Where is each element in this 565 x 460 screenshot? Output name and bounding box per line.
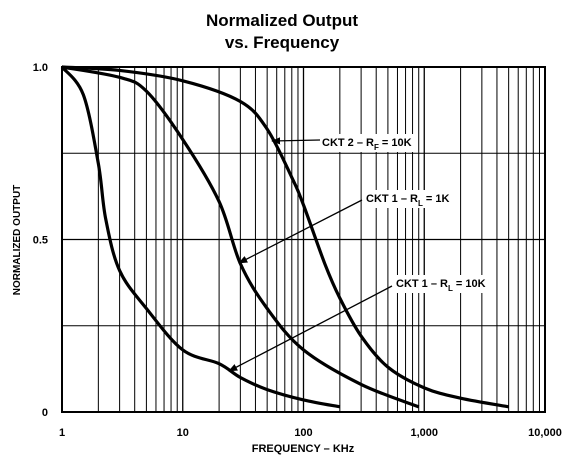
annotation-text: = 10K	[453, 278, 486, 290]
line	[60, 65, 341, 409]
line	[61, 65, 420, 409]
annotation: CKT 1 – RL = 1K	[366, 193, 450, 208]
x-tick-label: 10,000	[528, 427, 562, 439]
y-tick-label: 1.0	[33, 62, 48, 74]
y-tick-label: 0.5	[33, 235, 48, 247]
annotation-subscript: F	[374, 143, 379, 152]
annotation-bg	[394, 275, 488, 293]
y-axis-label: NORMALIZED OUTPUT	[12, 185, 23, 296]
x-tick-label: 1	[59, 427, 65, 439]
annotation: CKT 1 – RL = 10K	[396, 278, 486, 293]
annotation-subscript: L	[418, 199, 423, 208]
annotation-arrow	[271, 137, 321, 145]
y-tick-label: 0	[42, 407, 48, 419]
annotation-bg	[364, 190, 452, 208]
x-tick-label: 1,000	[410, 427, 438, 439]
x-tick-label: 100	[294, 427, 312, 439]
annotation: CKT 2 – RF = 10K	[322, 137, 412, 152]
annotation-text: CKT 2 – R	[322, 137, 374, 149]
annotation-text: = 1K	[423, 193, 450, 205]
line	[61, 65, 509, 409]
plot-frame	[61, 66, 546, 413]
x-tick-label: 10	[177, 427, 189, 439]
annotation-text: CKT 1 – R	[366, 193, 418, 205]
x-axis-label: FREQUENCY – KHz	[252, 443, 355, 455]
chart-title: vs. Frequency	[225, 33, 340, 52]
annotation-subscript: L	[448, 284, 453, 293]
annotation-text: = 10K	[379, 137, 412, 149]
annotation-arrow	[228, 285, 393, 372]
chart-title: Normalized Output	[206, 11, 358, 30]
annotation-text: CKT 1 – R	[396, 278, 448, 290]
annotation-bg	[320, 134, 414, 152]
annotation-arrow	[238, 199, 363, 264]
